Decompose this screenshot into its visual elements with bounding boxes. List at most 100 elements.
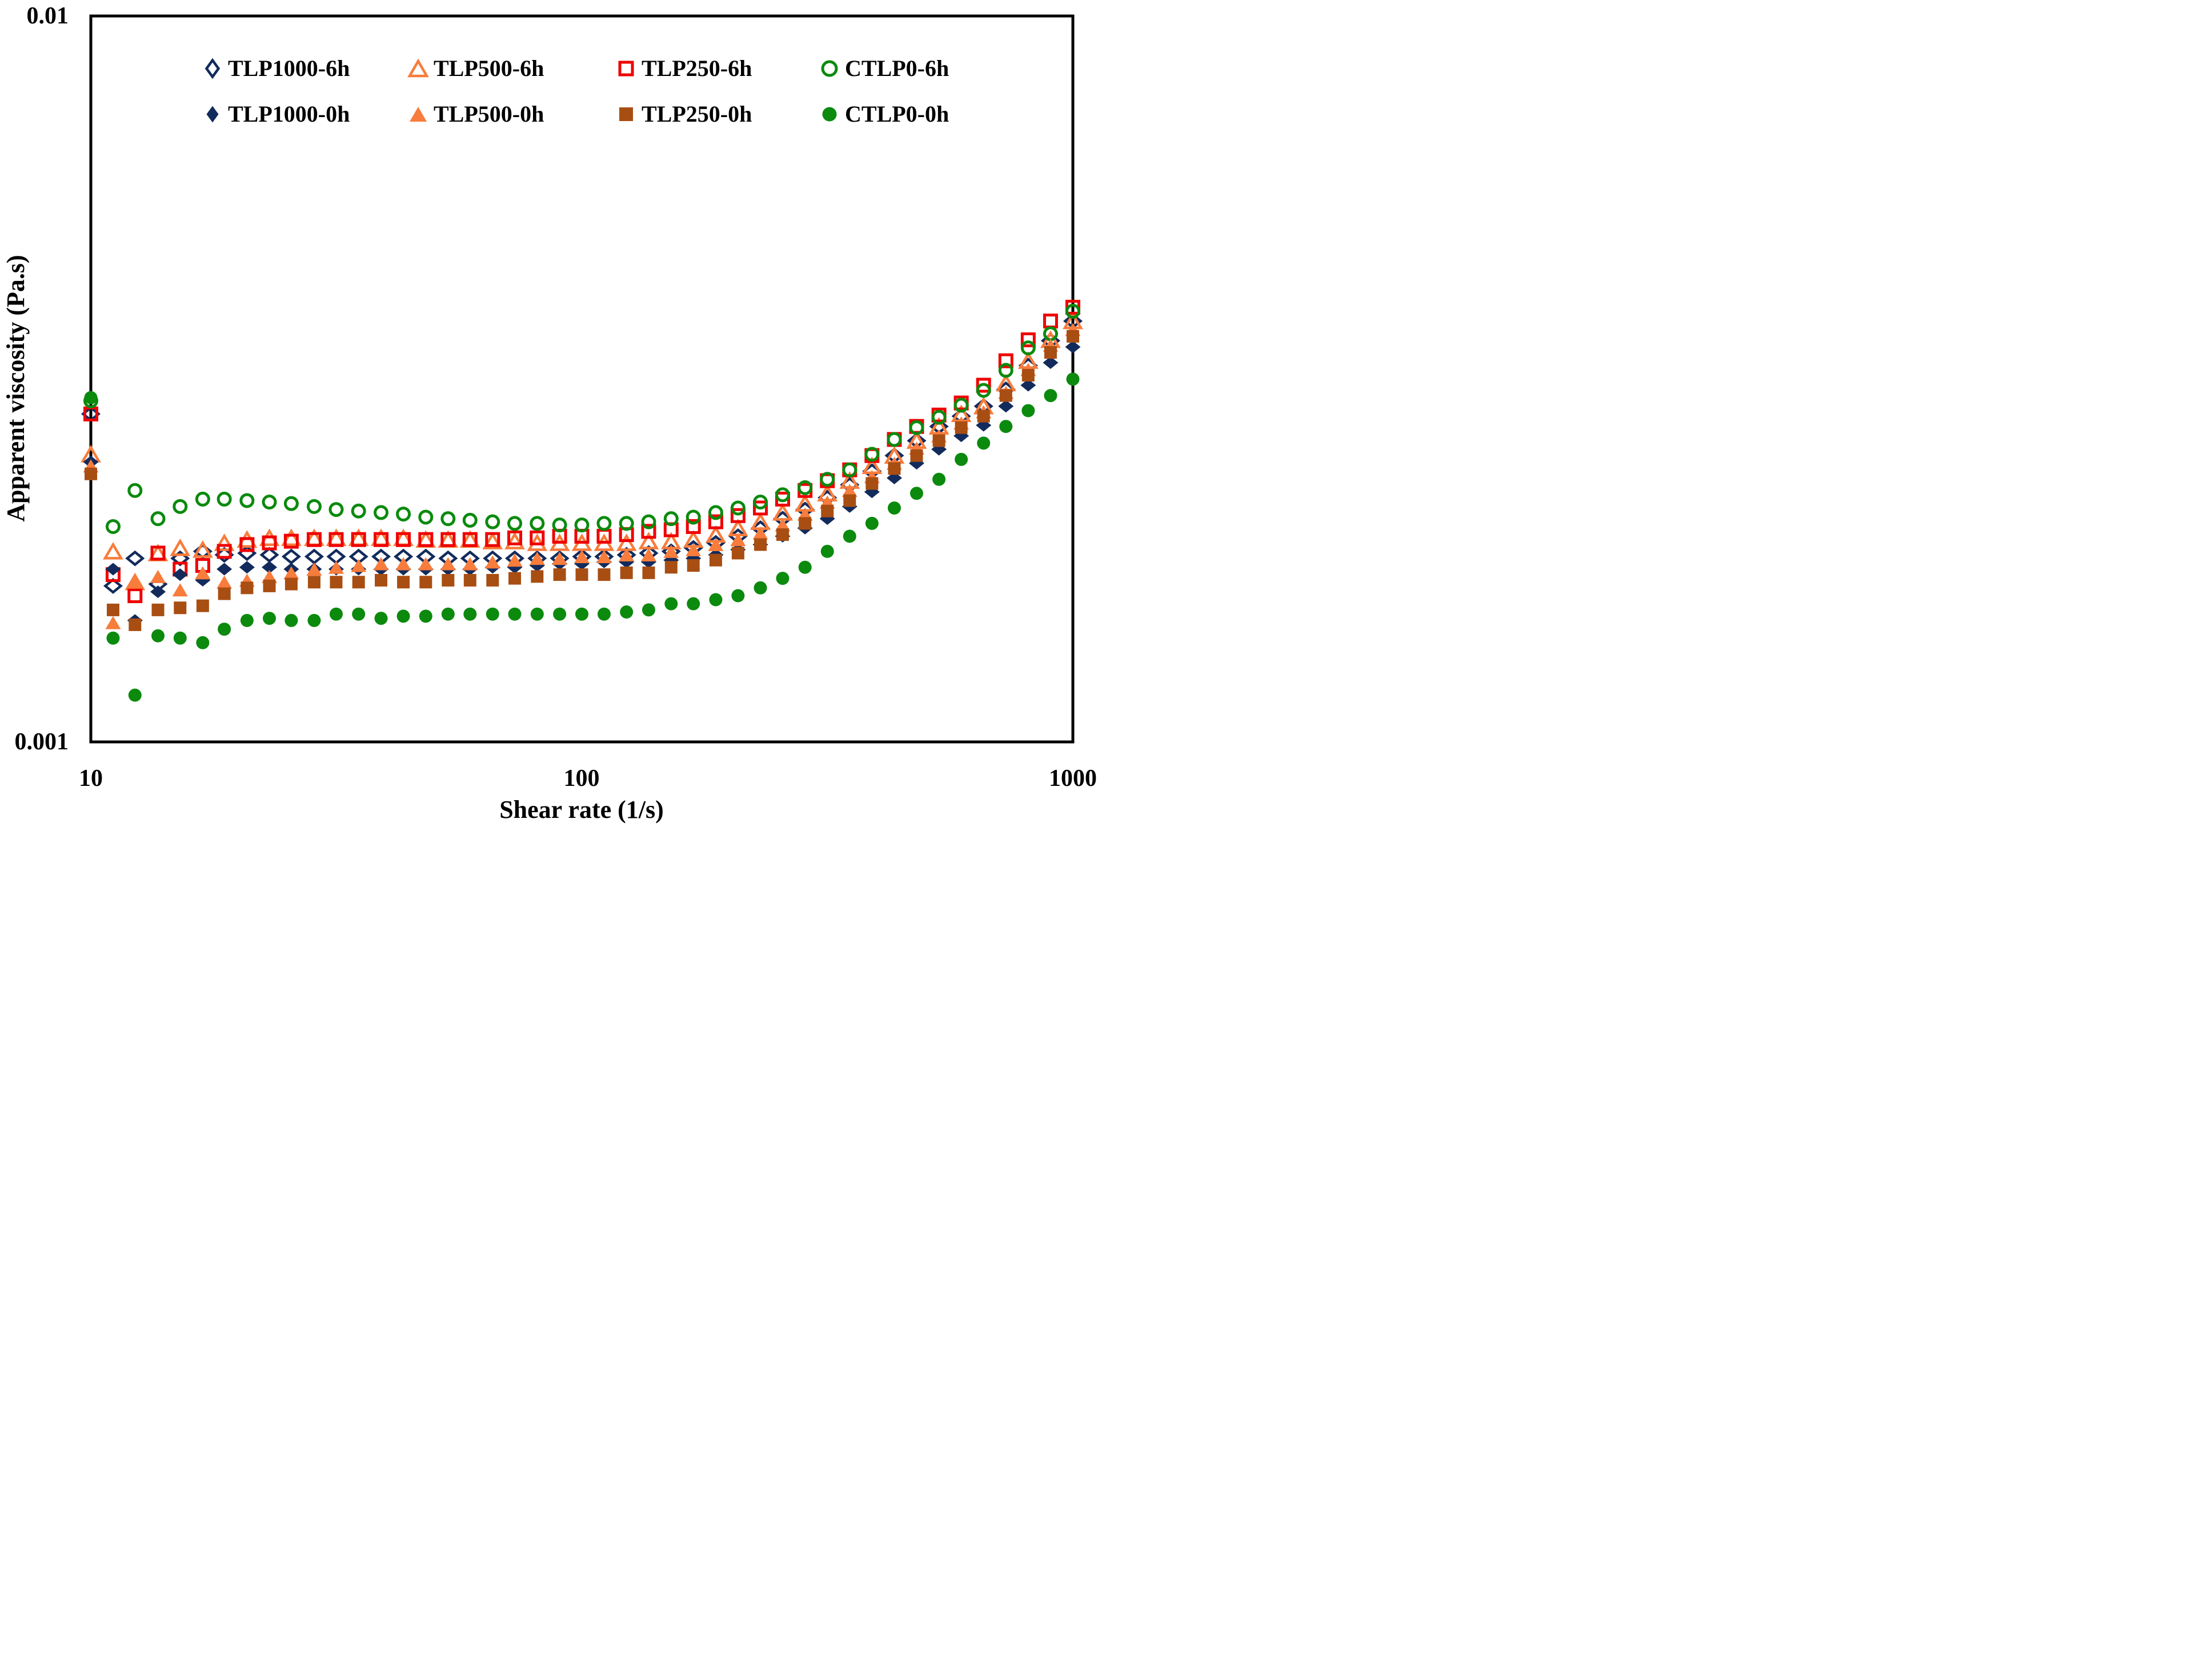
CTLP0-0h-point [575,607,588,621]
TLP250-6h-point [976,378,991,393]
legend-item-TLP250-0h: TLP250-0h [615,103,752,126]
CTLP0-6h-point [530,516,545,531]
TLP250-6h-point [239,537,255,552]
TLP500-0h-point [462,557,478,571]
TLP250-0h-point [531,570,544,583]
y-tick-top: 0.01 [26,3,69,29]
CTLP0-6h-point [127,483,143,498]
TLP500-0h-point [418,557,434,571]
TLP1000-0h-point [217,563,233,576]
TLP500-0h-point [775,518,791,532]
CTLP0-6h-point [507,516,523,531]
legend-item-TLP1000-6h: TLP1000-6h [202,57,350,80]
TLP500-6h-point [482,532,503,549]
CTLP0-6h-point [374,505,389,520]
CTLP0-6h-point [931,410,947,425]
CTLP0-0h-point [887,501,901,515]
TLP250-6h-point [507,530,523,545]
TLP250-6h-point [328,532,344,547]
CTLP0-0h-point [374,612,388,625]
TLP250-0h-point [687,559,700,572]
TLP1000-6h-point [281,548,301,565]
CTLP0-6h-point [1020,340,1036,356]
TLP250-0h-point [575,568,588,581]
CTLP0-0h-point [419,609,432,623]
CTLP0-0h-point [530,607,544,621]
CTLP0-6h-point [596,516,612,531]
TLP250-6h-point [641,524,656,539]
TLP1000-6h-point [170,550,190,567]
TLP1000-0h-point [150,585,166,599]
TLP1000-6h-point [304,548,324,565]
TLP250-0h-point [888,462,901,475]
CTLP0-0h-point [106,631,120,645]
CTLP0-6h-point [396,507,411,522]
TLP250-6h-point [708,514,723,529]
TLP500-6h-point [214,533,235,551]
CTLP0-0h-point [999,420,1013,433]
TLP500-0h-point [217,575,233,589]
TLP500-0h-point [574,550,590,564]
TLP250-0h-point [843,494,856,507]
TLP500-6h-point [727,519,748,536]
CTLP0-6h-point [328,502,344,517]
TLP250-0h-point [85,467,97,480]
TLP250-0h-point [218,587,231,600]
CTLP0-6h-legend-marker-icon [821,60,838,77]
CTLP0-6h-point [351,503,366,519]
TLP250-0h-point [307,576,320,589]
TLP250-0h-point [419,576,432,589]
CTLP0-6h-point [887,432,902,447]
TLP250-0h-point [598,568,611,581]
TLP250-0h-point [508,572,522,585]
TLP250-6h-point [374,532,389,547]
TLP250-6h-point [686,519,701,534]
TLP250-0h-point [799,517,812,530]
CTLP0-0h-point [597,607,611,621]
TLP500-6h-legend-marker-icon [407,58,429,78]
TLP1000-6h-legend-marker [205,58,221,79]
TLP250-6h-point [1043,314,1058,329]
CTLP0-6h-point [440,511,456,527]
CTLP0-0h-point [820,544,834,558]
TLP250-0h-point [821,504,834,517]
legend-item-CTLP0-6h: CTLP0-6h [819,57,949,80]
TLP250-6h-point [396,532,411,547]
CTLP0-0h-point [508,607,522,621]
plot-canvas [81,14,1083,744]
CTLP0-0h-point [329,607,343,621]
CTLP0-6h-point [753,495,768,510]
CTLP0-0h-point [396,609,410,623]
TLP500-0h-point [841,484,857,497]
CTLP0-0h-point [486,607,499,621]
TLP500-0h-point [127,575,143,589]
TLP500-0h-point [306,562,322,576]
CTLP0-0h-point [776,572,790,585]
CTLP0-6h-point [195,491,210,507]
TLP500-0h-point [529,552,545,565]
CTLP0-0h-point [642,603,655,617]
CTLP0-6h-point [864,447,880,462]
CTLP0-6h-point [239,493,255,508]
TLP500-6h-point [192,540,213,558]
TLP250-6h-point [283,533,299,549]
y-tick-bottom: 0.001 [14,729,69,755]
CTLP0-6h-point [217,491,232,507]
TLP250-6h-point [418,532,434,547]
legend-label: CTLP0-6h [845,55,949,81]
legend-label: TLP1000-6h [228,55,350,81]
CTLP0-6h-point [173,499,188,514]
TLP250-0h-point [352,576,365,589]
CTLP0-6h-point [105,519,121,534]
series-TLP500-0h [83,323,1081,629]
CTLP0-6h-point [663,511,679,527]
TLP250-0h-point [932,434,945,447]
TLP250-6h-point [150,545,166,561]
CTLP0-6h-point [262,495,277,510]
legend-item-TLP250-6h: TLP250-6h [615,57,752,80]
TLP250-0h-point [486,573,499,587]
TLP250-0h-point [151,603,165,616]
CTLP0-0h-point [1066,372,1080,386]
TLP250-0h-point [664,561,678,574]
CTLP0-0h-point [909,487,923,500]
